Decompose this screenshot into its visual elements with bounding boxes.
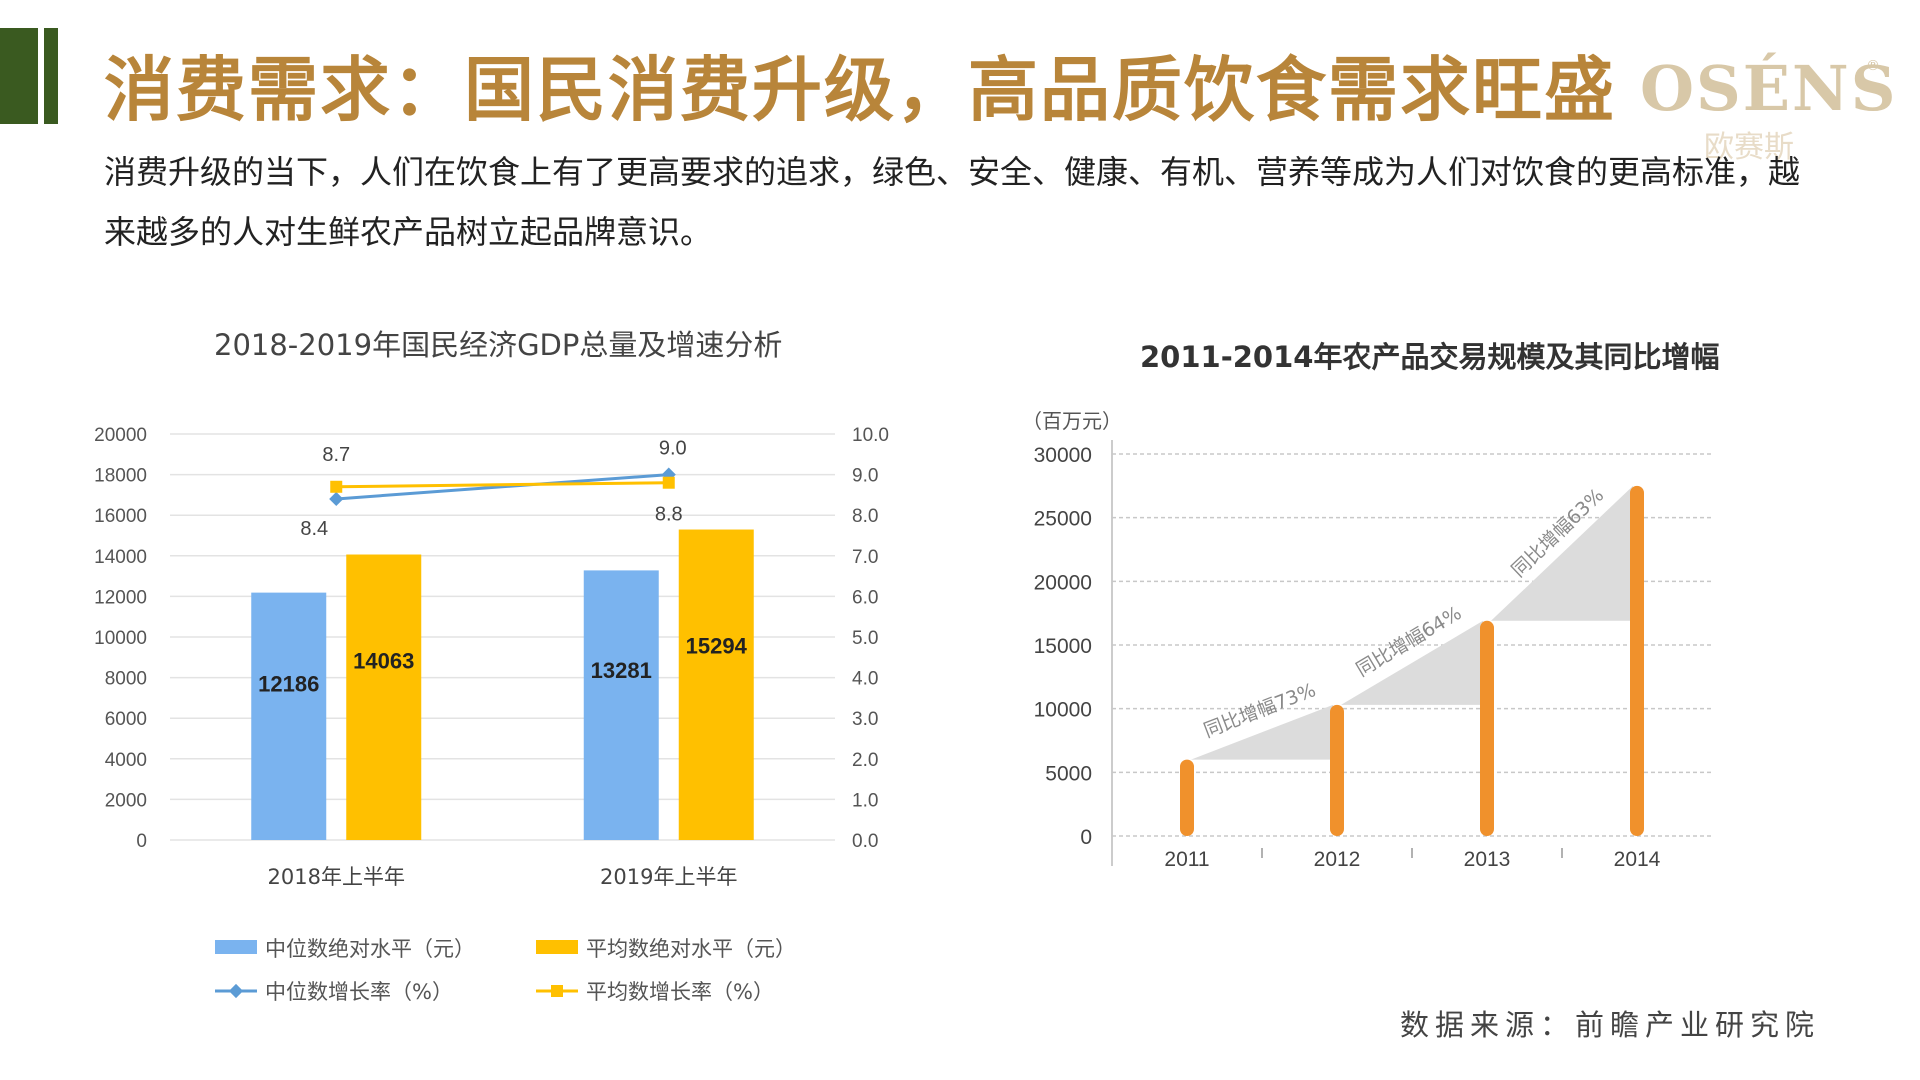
legend-label: 中位数绝对水平（元）: [265, 937, 475, 961]
growth-wedge: [1491, 485, 1633, 621]
line-value-label: 8.4: [300, 518, 328, 540]
x-tick-label: 2011: [1164, 848, 1209, 871]
y-tick-label: 15000: [1034, 635, 1092, 658]
y2-tick-label: 2.0: [852, 750, 878, 771]
y-tick-label: 6000: [105, 709, 147, 730]
y-tick-label: 2000: [105, 790, 147, 811]
bar-value-label: 12186: [258, 672, 319, 697]
y-tick-label: 5000: [1045, 762, 1092, 785]
bar-value-label: 15294: [686, 634, 748, 659]
y-tick-label: 30000: [1034, 444, 1092, 467]
line-point: [662, 476, 675, 489]
y-tick-label: 14000: [94, 547, 147, 568]
logo-chinese-name: 欧赛斯: [1704, 130, 1794, 165]
y-tick-label: 10000: [94, 628, 147, 649]
y-tick-label: 18000: [94, 466, 147, 487]
legend-marker: [228, 983, 244, 999]
line-series: [336, 473, 669, 501]
bar: [1330, 704, 1344, 836]
page-title: 消费需求：国民消费升级，高品质饮食需求旺盛: [104, 49, 1616, 131]
bar: [1480, 620, 1494, 836]
x-tick-label: 2014: [1614, 848, 1661, 871]
y-tick-label: 10000: [1034, 699, 1092, 722]
line-point: [330, 480, 343, 493]
bar: [678, 529, 754, 840]
growth-wedge: [1341, 620, 1483, 705]
y2-tick-label: 5.0: [852, 628, 878, 649]
x-tick-label: 2013: [1464, 848, 1511, 871]
line-value-label: 8.7: [322, 444, 350, 466]
y-tick-label: 12000: [94, 587, 147, 608]
bar-value-label: 13281: [591, 658, 652, 683]
brand-logo: OSÉNS ® 欧赛斯: [1640, 52, 1896, 165]
line-value-label: 9.0: [659, 438, 687, 460]
x-tick-label: 2018年上半年: [268, 865, 405, 889]
y-tick-label: 20000: [94, 425, 147, 446]
line-series: [336, 481, 669, 489]
line-point: [329, 491, 344, 507]
legend-swatch: [215, 940, 257, 954]
y-tick-label: 0: [1080, 826, 1092, 849]
y-tick-label: 4000: [105, 750, 147, 771]
y2-tick-label: 4.0: [852, 669, 878, 690]
y-tick-label: 25000: [1034, 508, 1092, 531]
accent-bar: [0, 28, 38, 124]
bar: [346, 554, 422, 840]
y-tick-label: 20000: [1034, 571, 1092, 594]
accent-bar-secondary: [44, 28, 58, 124]
legend-label: 平均数增长率（%）: [586, 980, 774, 1004]
y2-tick-label: 6.0: [852, 587, 878, 608]
y2-tick-label: 1.0: [852, 790, 878, 811]
bar: [251, 592, 327, 840]
chart2-title: 2011-2014年农产品交易规模及其同比增幅: [1140, 340, 1720, 374]
growth-wedge: [1191, 704, 1333, 760]
y-tick-label: 16000: [94, 506, 147, 527]
legend-label: 平均数绝对水平（元）: [586, 937, 796, 961]
y-tick-label: 8000: [105, 669, 147, 690]
y2-tick-label: 9.0: [852, 466, 878, 487]
line-value-label: 8.8: [655, 504, 683, 526]
logo-wordmark: OSÉNS: [1640, 52, 1898, 125]
logo-registered-mark: ®: [1866, 58, 1880, 74]
legend-label: 中位数增长率（%）: [265, 980, 453, 1004]
legend-marker: [551, 985, 563, 997]
page-subtitle: 消费升级的当下，人们在饮食上有了更高要求的追求，绿色、安全、健康、有机、营养等成…: [104, 153, 1801, 251]
y2-tick-label: 0.0: [852, 831, 878, 852]
x-tick-label: 2012: [1314, 848, 1361, 871]
y2-tick-label: 7.0: [852, 547, 878, 568]
y2-tick-label: 10.0: [852, 425, 889, 446]
y-tick-label: 0: [136, 831, 147, 852]
bar: [1180, 759, 1194, 836]
bar: [583, 570, 659, 840]
y2-tick-label: 8.0: [852, 506, 878, 527]
bar: [1630, 485, 1644, 836]
bar-value-label: 14063: [353, 649, 414, 674]
y2-tick-label: 3.0: [852, 709, 878, 730]
x-tick-label: 2019年上半年: [600, 865, 737, 889]
data-source-note: 数据来源：前瞻产业研究院: [1399, 1008, 1820, 1042]
y-axis-unit-label: （百万元）: [1022, 409, 1122, 433]
legend-swatch: [536, 940, 578, 954]
chart1-title: 2018-2019年国民经济GDP总量及增速分析: [214, 328, 783, 362]
